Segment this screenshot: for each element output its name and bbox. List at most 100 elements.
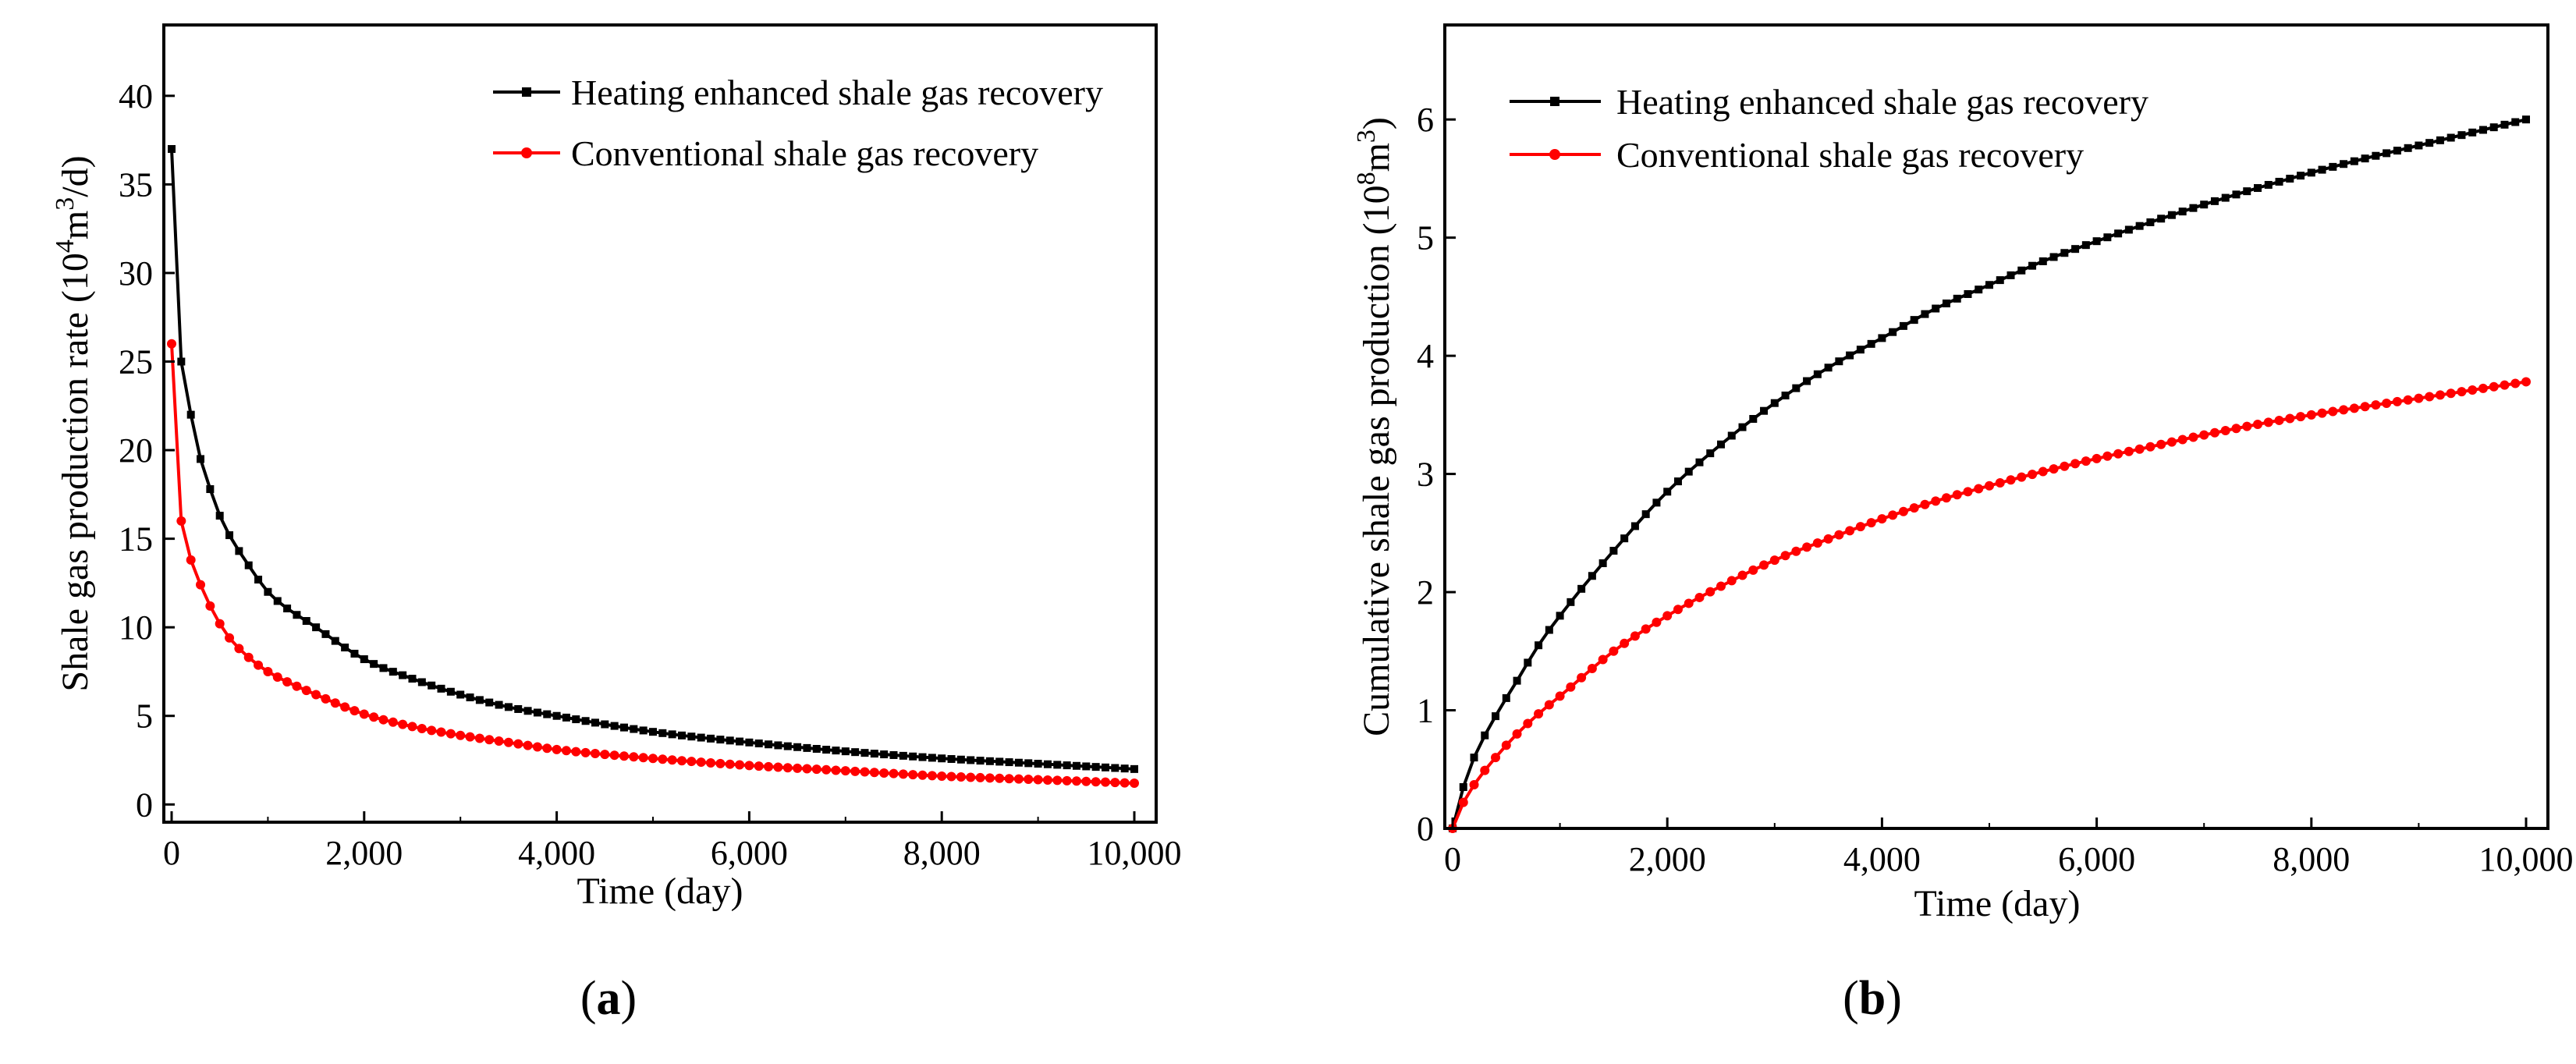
panel-b-data-point-conventional [1480,765,1490,775]
panel-b-legend-label-heating: Heating enhanced shale gas recovery [1616,82,2148,122]
panel-b-data-point-conventional [1726,576,1737,586]
panel-a-data-point-heating [976,757,985,765]
panel-a-data-point-heating [619,723,628,732]
panel-a-data-point-conventional [898,769,908,779]
panel-a-data-point-heating [177,357,186,366]
panel-a-data-point-heating [456,690,465,699]
panel-b-data-point-conventional [1577,672,1587,683]
panel-b-data-point-conventional [1641,624,1651,634]
panel-a-label: (a) [580,972,637,1025]
panel-a-data-point-heating [697,733,705,742]
panel-a-data-point-conventional [1119,778,1130,788]
panel-a-x-tick-label: 0 [163,834,180,872]
panel-a-data-point-heating [523,707,532,715]
panel-a-data-point-conventional [580,747,591,757]
panel-a-series-line-heating [170,148,1135,771]
panel-b-data-point-heating [1556,612,1564,620]
panel-b-data-point-heating [2478,126,2487,134]
panel-a-data-point-conventional [1013,774,1024,784]
panel-b-data-point-heating [2361,154,2369,163]
panel-a-x-tick-label: 2,000 [325,834,403,872]
panel-a-data-point-conventional [1130,778,1139,789]
panel-b-data-point-heating [2372,151,2380,160]
panel-a-data-point-heating [312,623,321,632]
panel-a-data-point-conventional [465,732,475,742]
panel-a-data-point-heating [995,757,1004,766]
panel-b-data-point-conventional [2403,395,2413,405]
panel-b-data-point-heating [2425,139,2434,147]
panel-b-data-point-heating [2178,207,2187,216]
panel-b-data-point-conventional [2188,432,2198,442]
panel-a-y-tick-label: 30 [119,254,153,293]
panel-a-data-point-heating [1111,764,1119,772]
panel-a-rate-chart: 0 2,000 4,000 6,000 8,000 10,000 0 5 10 15 20 25 30 3… [51,23,1182,1025]
panel-b-data-point-heating [2210,197,2219,205]
panel-b-data-point-conventional [1888,510,1898,520]
panel-a-data-point-heating [870,750,878,758]
panel-a-y-title-sup2: 3 [51,197,80,211]
panel-a-data-point-heating [370,660,378,669]
panel-b-data-point-conventional [1587,663,1597,673]
panel-a-data-point-conventional [388,717,398,727]
panel-a-data-point-conventional [677,756,687,766]
panel-b-data-point-conventional [1812,538,1822,548]
panel-b-y-tick-label: 0 [1417,810,1434,848]
panel-b-data-point-heating [1835,357,1843,366]
panel-a-data-point-conventional [1091,777,1101,787]
panel-a-data-point-conventional [658,754,668,764]
panel-a-data-point-conventional [908,770,918,780]
panel-b-data-point-heating [2500,120,2509,129]
panel-b-data-point-conventional [2306,410,2316,420]
panel-b-data-point-heating [1492,712,1500,721]
panel-a-data-point-heating [985,757,994,765]
panel-b-data-point-conventional [2134,444,2145,454]
panel-a-data-point-conventional [1033,775,1043,785]
panel-a-data-point-conventional [782,763,793,773]
panel-a-data-point-heating [668,730,676,739]
panel-b-data-point-heating [1856,346,1865,354]
panel-a-data-point-heating [880,750,889,759]
panel-a-data-point-heating [341,644,349,652]
panel-b-legend-marker-heating [1550,97,1559,106]
panel-a-data-point-conventional [340,702,350,712]
panel-b-data-point-conventional [1555,691,1565,701]
panel-b-data-point-conventional [1995,477,2005,488]
panel-b-data-point-conventional [1544,700,1554,710]
panel-b-data-point-heating [2522,115,2530,124]
panel-a-data-point-conventional [821,764,832,775]
panel-b-data-point-heating [1577,584,1586,593]
panel-a-data-point-heating [1053,761,1062,769]
panel-a-data-point-heating [774,741,782,750]
panel-b-data-point-heating [2081,241,2090,250]
panel-a-data-point-heating [552,711,561,720]
panel-b-ticks: 0 2,000 4,000 6,000 8,000 10,000 0 1 2 3 4 5 6 [1417,101,2574,878]
panel-a-data-point-conventional [474,733,484,743]
panel-a-data-point-heating [899,751,907,760]
panel-a-data-point-conventional [869,768,879,778]
panel-b-x-axis-title: Time (day) [1914,883,2081,924]
panel-a-data-point-conventional [917,770,928,780]
panel-b-data-point-heating [1867,339,1875,348]
panel-a-data-point-conventional [254,660,264,670]
panel-b-data-point-conventional [1630,631,1640,641]
panel-b-data-point-heating [2489,123,2498,132]
panel-a-data-point-conventional [590,749,600,759]
panel-b-legend-label-conventional: Conventional shale gas recovery [1616,135,2084,175]
panel-a-data-point-heating [186,410,195,419]
panel-a-y-tick-label: 40 [119,77,153,115]
panel-a-data-point-conventional [802,764,812,774]
panel-a-data-point-conventional [840,766,850,776]
panel-a-data-point-conventional [243,652,254,662]
panel-b-data-point-heating [2200,200,2209,209]
panel-a-x-tick-label: 4,000 [518,834,595,872]
panel-a-legend-label-conventional: Conventional shale gas recovery [571,133,1038,173]
panel-a-data-point-heating [736,737,744,746]
panel-b-data-point-heating [2049,253,2058,261]
panel-b-data-point-heating [2060,249,2069,257]
panel-b-series-group [1448,115,2531,833]
panel-a-y-tick-label: 10 [119,608,153,647]
panel-a-legend-label-heating: Heating enhanced shale gas recovery [571,73,1103,112]
panel-a-data-point-heating [379,664,388,672]
panel-a-data-point-conventional [225,633,235,643]
panel-a-data-point-heating [1014,758,1023,767]
